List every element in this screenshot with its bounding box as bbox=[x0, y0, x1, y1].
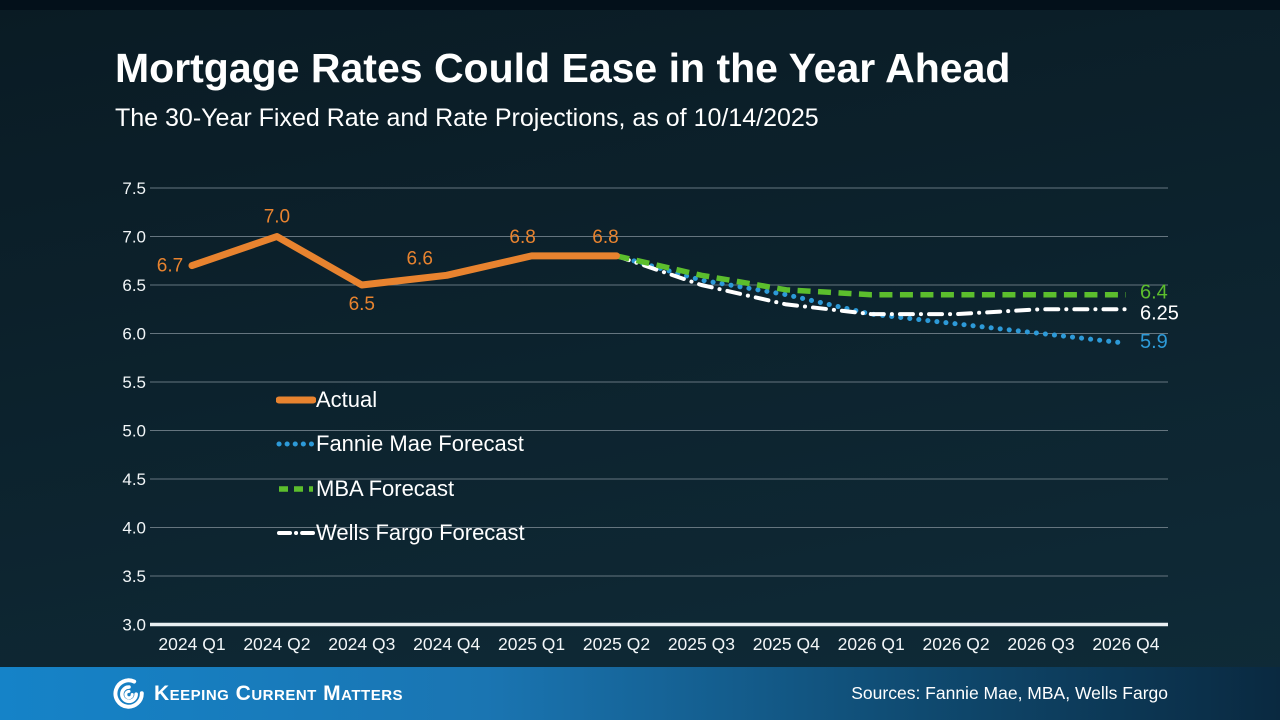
x-tick-label: 2024 Q1 bbox=[158, 634, 225, 654]
legend-item-actual: Actual bbox=[276, 387, 377, 413]
data-label: 6.7 bbox=[157, 256, 183, 277]
legend-item-fannie-mae: Fannie Mae Forecast bbox=[276, 431, 524, 457]
data-label: 6.8 bbox=[509, 227, 535, 248]
legend-item-mba: MBA Forecast bbox=[276, 476, 454, 502]
top-strip bbox=[0, 0, 1280, 10]
y-tick-label: 3.5 bbox=[122, 567, 146, 586]
y-tick-label: 6.5 bbox=[122, 276, 146, 295]
end-value-label: 6.4 bbox=[1140, 282, 1168, 304]
y-tick-label: 6.0 bbox=[122, 325, 146, 344]
x-tick-label: 2025 Q2 bbox=[583, 634, 650, 654]
end-value-label: 5.9 bbox=[1140, 331, 1168, 353]
data-label: 6.5 bbox=[349, 294, 375, 315]
series-line-mba-forecast bbox=[615, 253, 1126, 298]
actual-line-sample-icon bbox=[276, 396, 316, 404]
y-tick-label: 5.5 bbox=[122, 373, 146, 392]
x-tick-label: 2024 Q3 bbox=[328, 634, 395, 654]
y-tick-label: 4.0 bbox=[122, 519, 146, 538]
x-tick-label: 2026 Q3 bbox=[1007, 634, 1074, 654]
series-line-fannie-mae-forecast bbox=[614, 253, 1129, 346]
brand: Keeping Current Matters bbox=[113, 677, 404, 710]
wells-fargo-line-sample-icon bbox=[277, 531, 315, 535]
x-tick-label: 2024 Q2 bbox=[243, 634, 310, 654]
x-tick-label: 2026 Q4 bbox=[1092, 634, 1159, 654]
legend-label-fannie-mae: Fannie Mae Forecast bbox=[316, 431, 524, 456]
legend-label-actual: Actual bbox=[316, 387, 378, 412]
end-value-label: 6.25 bbox=[1140, 302, 1179, 324]
x-tick-label: 2025 Q1 bbox=[498, 634, 565, 654]
brand-name: Keeping Current Matters bbox=[154, 681, 404, 705]
x-tick-label: 2025 Q4 bbox=[753, 634, 820, 654]
x-tick-label: 2026 Q1 bbox=[838, 634, 905, 654]
page-title: Mortgage Rates Could Ease in the Year Ah… bbox=[115, 45, 1011, 91]
y-tick-label: 7.5 bbox=[122, 179, 146, 198]
series-line-wells-fargo-forecast bbox=[614, 253, 1128, 317]
sources-text: Sources: Fannie Mae, MBA, Wells Fargo bbox=[851, 683, 1168, 703]
footer-bar: Keeping Current Matters Sources: Fannie … bbox=[0, 667, 1280, 720]
page-subtitle: The 30-Year Fixed Rate and Rate Projecti… bbox=[115, 104, 819, 132]
mba-line-sample-icon bbox=[279, 486, 313, 492]
x-tick-label: 2026 Q2 bbox=[923, 634, 990, 654]
legend-label-wells-fargo: Wells Fargo Forecast bbox=[316, 520, 525, 545]
kcm-swirl-logo-icon bbox=[113, 677, 144, 709]
legend-label-mba: MBA Forecast bbox=[316, 476, 455, 501]
y-tick-label: 5.0 bbox=[122, 422, 146, 441]
x-tick-label: 2024 Q4 bbox=[413, 634, 480, 654]
data-label: 7.0 bbox=[264, 207, 290, 228]
legend-item-wells-fargo: Wells Fargo Forecast bbox=[276, 520, 525, 546]
y-tick-label: 7.0 bbox=[122, 228, 146, 247]
series-line-actual bbox=[188, 233, 620, 289]
y-tick-label: 4.5 bbox=[122, 470, 146, 489]
data-label: 6.8 bbox=[592, 227, 618, 248]
y-tick-label: 3.0 bbox=[122, 616, 146, 635]
data-label: 6.6 bbox=[406, 248, 432, 269]
fannie-mae-line-sample-icon bbox=[276, 441, 316, 447]
x-tick-label: 2025 Q3 bbox=[668, 634, 735, 654]
